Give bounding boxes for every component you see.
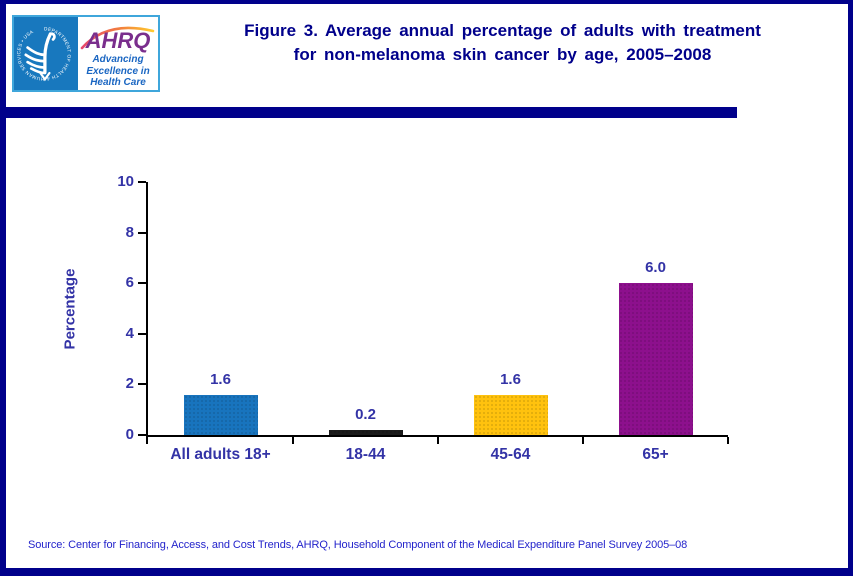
bar-value-label: 1.6 [500, 370, 521, 388]
x-axis-category-label: 65+ [642, 446, 669, 463]
y-axis-tick [138, 332, 146, 335]
y-axis-tick [138, 282, 146, 285]
y-axis-tick-label: 4 [125, 324, 134, 342]
tagline-line-2: Excellence in [86, 65, 150, 77]
x-axis-category-label: 45-64 [490, 446, 531, 463]
bar-value-label: 0.2 [355, 405, 376, 423]
bar-all-adults-18- [183, 394, 258, 435]
page-border-right [848, 0, 853, 576]
bar-value-label: 6.0 [645, 259, 666, 277]
x-axis-tick [582, 437, 584, 444]
ahrq-wordmark: AHRQ [85, 28, 151, 53]
y-axis-tick-label: 0 [125, 426, 134, 443]
y-axis-tick [138, 434, 146, 436]
y-axis-title: Percentage [61, 268, 79, 350]
plot-area: 0 2 4 6 8 10 1.6 All adults 18+ 0.2 18-44 1.6 45-64… [117, 173, 729, 463]
header-divider-bar [0, 107, 737, 118]
page-border-bottom [0, 568, 853, 576]
x-axis-tick [437, 437, 439, 444]
y-axis-tick-label: 6 [125, 274, 134, 292]
page-border-top [0, 0, 853, 4]
ahrq-logo-panel: AHRQ Advancing Excellence in Health Care [78, 17, 158, 90]
x-axis-category-label: 18-44 [345, 446, 386, 463]
x-axis-tick [727, 437, 729, 444]
hhs-eagle-icon: DEPARTMENT OF HEALTH & HUMAN SERVICES • … [16, 26, 71, 81]
hhs-seal: DEPARTMENT OF HEALTH & HUMAN SERVICES • … [14, 17, 78, 90]
x-axis-category-label: All adults 18+ [170, 446, 271, 463]
ahrq-hhs-logo: DEPARTMENT OF HEALTH & HUMAN SERVICES • … [12, 15, 160, 92]
ahrq-tagline: Advancing Excellence in Health Care [78, 54, 158, 89]
y-axis-tick-label: 2 [125, 375, 134, 393]
figure-title-line1: Figure 3. Average annual percentage of a… [244, 21, 761, 40]
source-note: Source: Center for Financing, Access, an… [28, 539, 688, 551]
tagline-line-1: Advancing [92, 54, 144, 65]
bar-18-44 [328, 429, 403, 435]
bar-65- [618, 283, 693, 435]
y-axis-tick [138, 181, 146, 183]
y-axis-tick [138, 383, 146, 386]
x-axis-tick [292, 437, 294, 444]
y-axis-tick-label: 8 [125, 223, 134, 241]
bar-value-label: 1.6 [210, 370, 231, 388]
figure-title-line2: for non-melanoma skin cancer by age, 200… [293, 45, 712, 64]
y-axis-tick [138, 231, 146, 234]
ahrq-arc-icon [80, 26, 155, 50]
bar-45-64 [473, 394, 548, 435]
figure-title: Figure 3. Average annual percentage of a… [170, 19, 835, 67]
y-axis-tick-label: 10 [117, 173, 134, 190]
tagline-line-3: Health Care [90, 77, 146, 88]
page-border-left [0, 0, 6, 576]
x-axis-tick [146, 437, 148, 444]
